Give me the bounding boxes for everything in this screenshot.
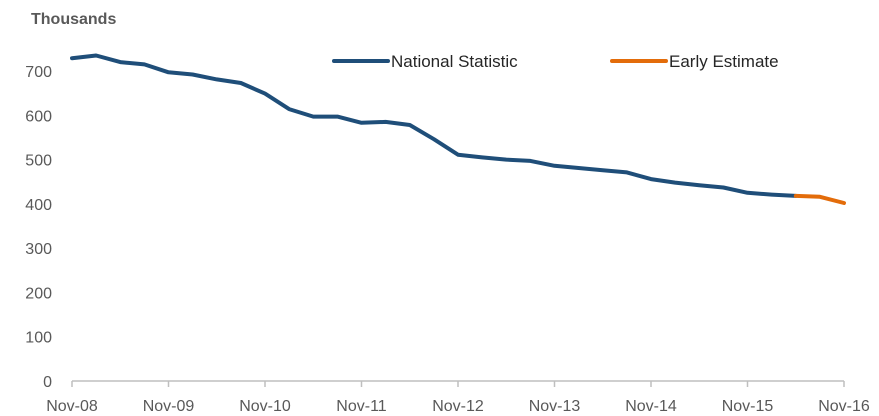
y-tick-label: 500 <box>25 153 52 170</box>
x-tick-label: Nov-08 <box>46 398 98 415</box>
x-tick-label: Nov-16 <box>818 398 870 415</box>
y-tick-label: 0 <box>43 374 52 391</box>
y-tick-label: 600 <box>25 108 52 125</box>
x-tick-label: Nov-14 <box>625 398 677 415</box>
series-lines <box>70 53 846 205</box>
y-tick-label: 700 <box>25 64 52 81</box>
x-tick-label: Nov-09 <box>143 398 195 415</box>
series-line-national-statistic <box>70 53 798 198</box>
x-tick-label: Nov-10 <box>239 398 291 415</box>
series-line-early-estimate <box>793 193 846 205</box>
legend: National Statistic Early Estimate <box>332 52 779 71</box>
x-tick-label: Nov-11 <box>336 398 386 415</box>
x-tick-label: Nov-13 <box>529 398 581 415</box>
y-tick-label: 100 <box>25 330 52 347</box>
y-axis-tick-labels: 0 100 200 300 400 500 600 700 <box>25 64 52 391</box>
y-tick-label: 200 <box>25 285 52 302</box>
x-tick-label: Nov-12 <box>432 398 484 415</box>
legend-label-national-statistic: National Statistic <box>391 52 518 71</box>
x-tick-label: Nov-15 <box>722 398 774 415</box>
y-tick-label: 400 <box>25 197 52 214</box>
y-axis-unit-label: Thousands <box>31 11 116 28</box>
legend-label-early-estimate: Early Estimate <box>669 52 779 71</box>
y-tick-label: 300 <box>25 241 52 258</box>
x-axis: Nov-08 Nov-09 Nov-10 Nov-11 Nov-12 Nov-13 Nov-… <box>46 380 870 415</box>
